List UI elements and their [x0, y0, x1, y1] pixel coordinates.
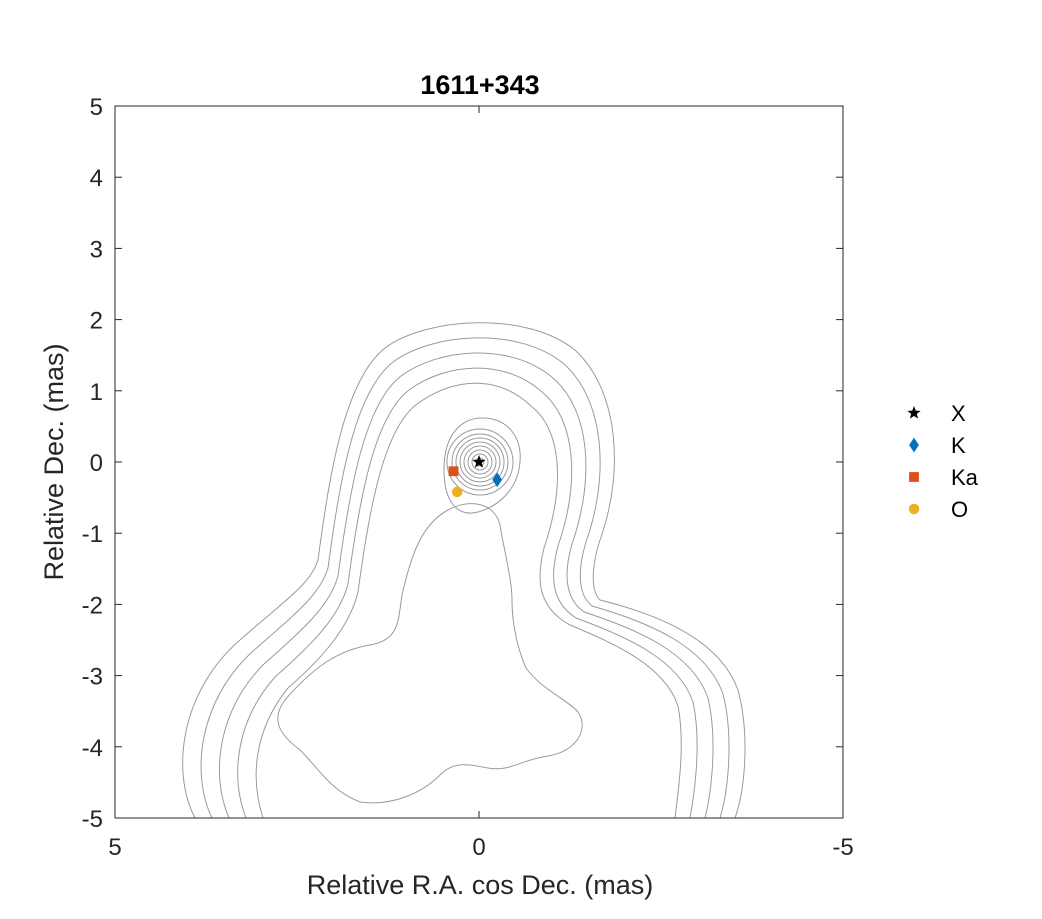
x-tick-label: 5 — [108, 834, 121, 861]
legend-marker-x — [907, 406, 921, 419]
y-tick-label: -5 — [82, 806, 103, 833]
contour-core-6 — [463, 445, 497, 479]
x-axis-label: Relative R.A. cos Dec. (mas) — [307, 870, 654, 900]
legend-marker-k — [909, 437, 919, 453]
y-tick-label: -1 — [82, 521, 103, 548]
y-tick-label: -4 — [82, 735, 103, 762]
contour-core-2 — [446, 428, 514, 496]
contour-core-1 — [443, 417, 521, 514]
marker-k — [492, 472, 503, 488]
axis-ticks — [114, 105, 844, 819]
legend-item-k: K — [909, 433, 966, 458]
contour-level-6 — [277, 503, 583, 804]
contour-level-3 — [218, 352, 714, 819]
legend-marker-ka — [909, 472, 919, 482]
y-tick-label: -2 — [82, 592, 103, 619]
marker-x — [472, 455, 486, 468]
data-markers — [448, 455, 503, 498]
marker-o — [451, 486, 463, 498]
y-tick-label: 4 — [90, 165, 103, 192]
contour-level-4 — [237, 367, 698, 819]
contour-map — [182, 322, 746, 819]
legend-label: Ka — [951, 465, 979, 490]
x-tick-label: 0 — [472, 834, 485, 861]
contour-level-2 — [200, 337, 730, 819]
x-tick-labels: 5 0 -5 — [108, 834, 853, 861]
legend: XK Ka O — [907, 401, 979, 522]
contour-core-5 — [459, 441, 501, 483]
contour-core-8 — [471, 453, 489, 471]
contour-level-5 — [255, 382, 682, 819]
x-tick-label: -5 — [832, 834, 853, 861]
contour-level-1 — [182, 322, 746, 819]
contour-core-4 — [455, 437, 505, 487]
legend-item-o: O — [908, 497, 968, 522]
legend-label: O — [951, 497, 968, 522]
chart-title: 1611+343 — [420, 70, 539, 100]
y-tick-label: 3 — [90, 236, 103, 263]
y-tick-labels: 5 4 3 2 1 0 -1 -2 -3 -4 -5 — [82, 94, 103, 833]
y-tick-label: -3 — [82, 664, 103, 691]
y-tick-label: 5 — [90, 94, 103, 121]
y-tick-label: 1 — [90, 379, 103, 406]
y-tick-label: 0 — [90, 450, 103, 477]
legend-item-x: X — [907, 401, 966, 426]
contour-core-7 — [467, 449, 493, 475]
y-tick-label: 2 — [90, 308, 103, 335]
legend-label: K — [951, 433, 966, 458]
legend-item-ka: Ka — [909, 465, 979, 490]
marker-ka — [448, 466, 459, 477]
y-axis-label: Relative Dec. (mas) — [39, 343, 69, 580]
legend-marker-o — [908, 503, 920, 515]
contour-core-3 — [451, 433, 509, 491]
legend-label: X — [951, 401, 966, 426]
